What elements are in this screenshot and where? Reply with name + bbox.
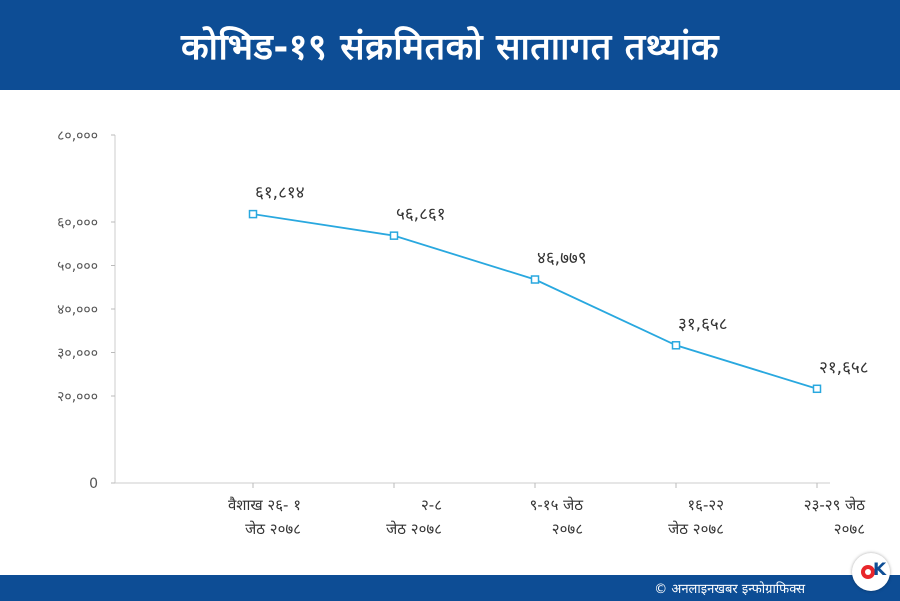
brand-logo: K bbox=[852, 553, 890, 591]
y-tick-label: ८०,००० bbox=[57, 128, 98, 144]
x-tick-label: जेठ २०७८ bbox=[245, 520, 301, 538]
data-label: ५६,८६१ bbox=[396, 205, 446, 225]
line-chart: 0 २०,००० ३०,००० ४०,००० ५०,००० ६०,००० ८०,००० वैश… bbox=[57, 128, 869, 538]
data-point bbox=[671, 341, 681, 350]
data-point bbox=[248, 209, 258, 219]
x-tick-label: १६-२२ bbox=[687, 496, 724, 514]
chart-title: कोभिड-१९ संक्रमितको साताागत तथ्यांक bbox=[180, 26, 720, 68]
logo-ring-icon bbox=[861, 565, 875, 579]
x-tick-label: जेठ २०७८ bbox=[668, 520, 724, 538]
x-tick-label: वैशाख २६- १ bbox=[228, 496, 301, 514]
x-tick-label: २०७८ bbox=[834, 520, 865, 538]
data-point bbox=[389, 231, 399, 240]
series-line bbox=[252, 213, 818, 390]
y-tick-label: 0 bbox=[89, 476, 98, 492]
x-tick-label: जेठ २०७८ bbox=[386, 520, 442, 538]
y-tick-label: ५०,००० bbox=[57, 259, 98, 275]
y-tick-label: ६०,००० bbox=[57, 215, 98, 231]
x-tick-label: २०७८ bbox=[552, 520, 583, 538]
y-tick-label: ४०,००० bbox=[57, 302, 98, 318]
footer-bar: © अनलाइनखबर इन्फोग्राफिक्स bbox=[0, 575, 900, 601]
y-tick-label: २०,००० bbox=[57, 389, 98, 405]
x-tick-label: २३-२९ जेठ bbox=[804, 496, 866, 514]
data-label: ३१,६५८ bbox=[678, 314, 728, 334]
data-label: ६१,८१४ bbox=[255, 183, 305, 203]
x-tick-label: ९-१५ जेठ bbox=[530, 496, 584, 514]
footer-credit: © अनलाइनखबर इन्फोग्राफिक्स bbox=[654, 582, 805, 597]
data-label: ४६,७७९ bbox=[537, 249, 587, 269]
logo-k-icon: K bbox=[873, 560, 887, 580]
data-label: २१,६५८ bbox=[819, 358, 869, 378]
data-point bbox=[530, 275, 540, 284]
data-point bbox=[812, 384, 822, 394]
y-tick-label: ३०,००० bbox=[57, 346, 98, 362]
x-tick-label: २-८ bbox=[421, 496, 442, 514]
header-bar: कोभिड-१९ संक्रमितको साताागत तथ्यांक bbox=[0, 0, 900, 90]
chart-area: 0 २०,००० ३०,००० ४०,००० ५०,००० ६०,००० ८०,००० वैश… bbox=[0, 90, 900, 575]
